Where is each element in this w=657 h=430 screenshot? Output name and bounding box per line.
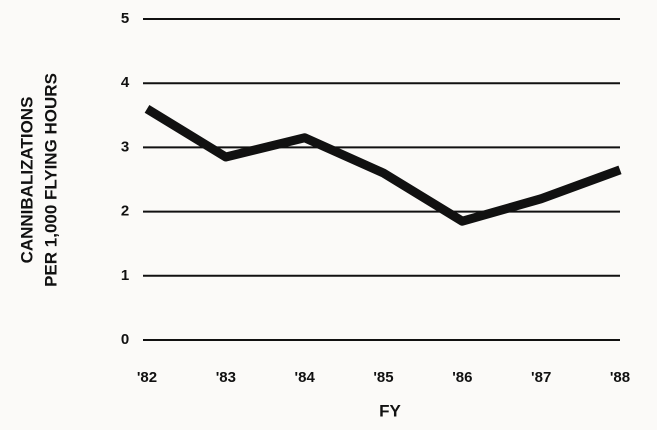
x-tick-label: '87 — [531, 369, 551, 386]
x-tick-label: '86 — [452, 369, 472, 386]
data-line — [144, 105, 622, 226]
x-tick-label: '82 — [137, 369, 157, 386]
y-axis-title: PER 1,000 FLYING HOURS — [41, 73, 60, 287]
y-tick-label: 4 — [121, 74, 130, 91]
y-tick-label: 1 — [121, 267, 129, 284]
y-tick-label: 5 — [121, 10, 129, 27]
x-axis-title: FY — [379, 401, 401, 420]
y-axis-title: CANNIBALIZATIONS — [17, 97, 36, 264]
x-tick-label: '85 — [373, 369, 393, 386]
y-tick-label: 2 — [121, 203, 129, 220]
x-tick-label: '84 — [295, 369, 316, 386]
y-tick-label: 0 — [121, 331, 129, 348]
y-tick-label: 3 — [121, 138, 129, 155]
x-tick-label: '83 — [216, 369, 236, 386]
x-tick-label: '88 — [610, 369, 630, 386]
